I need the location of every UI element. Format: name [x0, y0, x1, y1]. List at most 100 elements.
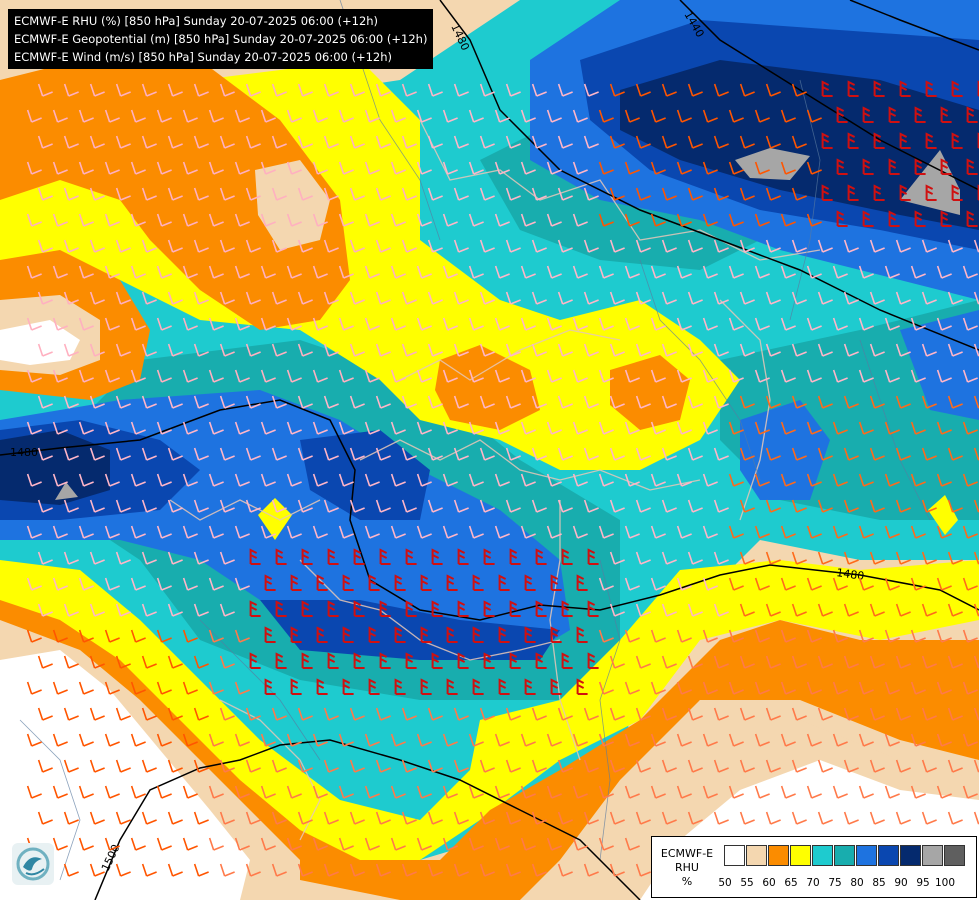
wind-barb-icon [286, 837, 302, 851]
wind-barb-icon [702, 265, 718, 279]
wind-barb-icon [156, 629, 172, 643]
wind-barb-icon [63, 83, 79, 97]
wind-barb-icon [323, 395, 339, 409]
wind-barb-icon [780, 213, 796, 227]
wind-barb-icon [687, 603, 703, 617]
wind-barb-icon [635, 707, 651, 721]
legend-swatch [746, 845, 767, 866]
wind-barb-icon [676, 369, 692, 383]
wind-barb-icon [416, 733, 432, 747]
wind-barb-icon [873, 132, 885, 149]
wind-barb-icon [115, 603, 131, 617]
wind-barb-icon [609, 239, 625, 253]
wind-barb-icon [661, 239, 677, 253]
wind-barb-icon [52, 421, 68, 435]
wind-barb-icon [966, 158, 978, 175]
wind-barb-icon [63, 447, 79, 461]
wind-barb-icon [78, 837, 94, 851]
wind-barb-icon [63, 343, 79, 357]
wind-barb-icon [624, 681, 640, 695]
wind-barb-icon [26, 733, 42, 747]
wind-barb-icon [947, 239, 963, 253]
wind-barb-icon [791, 343, 807, 357]
wind-barb-icon [702, 733, 718, 747]
wind-barb-icon [862, 158, 874, 175]
wind-barb-icon [286, 421, 302, 435]
wind-barb-icon [765, 83, 781, 97]
wind-barb-icon [635, 83, 651, 97]
wind-barb-icon [182, 629, 198, 643]
legend-swatch [724, 845, 745, 866]
wind-barb-icon [130, 265, 146, 279]
wind-barb-icon [739, 343, 755, 357]
wind-barb-icon [104, 161, 120, 175]
wind-barb-icon [219, 343, 235, 357]
wind-barb-icon [702, 317, 718, 331]
wind-barb-icon [524, 574, 536, 591]
wind-barb-icon [479, 187, 495, 201]
ecmwf-logo-icon [12, 843, 54, 885]
wind-barb-icon [505, 239, 521, 253]
wind-barb-icon [832, 369, 848, 383]
region-orange-nw [0, 60, 350, 330]
wind-barb-icon [364, 161, 380, 175]
wind-barb-icon [312, 265, 328, 279]
wind-barb-icon [349, 83, 365, 97]
wind-barb-icon [167, 811, 183, 825]
wind-barb-icon [193, 759, 209, 773]
wind-barb-icon [115, 239, 131, 253]
wind-barb-icon [765, 291, 781, 305]
wind-barb-icon [156, 369, 172, 383]
wind-barb-icon [323, 707, 339, 721]
wind-barb-icon [531, 447, 547, 461]
wind-barb-icon [765, 187, 781, 201]
wind-barb-icon [702, 681, 718, 695]
wind-barb-icon [832, 577, 848, 591]
wind-barb-icon [297, 83, 313, 97]
wind-barb-icon [598, 317, 614, 331]
wind-barb-icon [498, 574, 510, 591]
wind-barb-icon [624, 577, 640, 591]
wind-barb-icon [713, 239, 729, 253]
wind-barb-icon [37, 343, 53, 357]
wind-barb-icon [104, 785, 120, 799]
wind-barb-icon [234, 629, 250, 643]
wind-barb-icon [338, 317, 354, 331]
wind-barb-icon [249, 548, 261, 565]
wind-barb-icon [817, 239, 833, 253]
wind-barb-icon [219, 811, 235, 825]
wind-barb-icon [635, 759, 651, 773]
wind-barb-icon [884, 473, 900, 487]
wind-barb-icon [271, 447, 287, 461]
wind-barb-icon [524, 626, 536, 643]
wind-barb-icon [78, 525, 94, 539]
wind-barb-icon [234, 733, 250, 747]
wind-barb-icon [650, 161, 666, 175]
wind-barb-icon [895, 759, 911, 773]
wind-barb-icon [297, 187, 313, 201]
wind-barb-icon [245, 291, 261, 305]
wind-barb-icon [130, 837, 146, 851]
wind-barb-icon [546, 369, 562, 383]
wind-barb-icon [676, 473, 692, 487]
wind-barb-icon [583, 447, 599, 461]
wind-barb-icon [156, 473, 172, 487]
wind-barb-icon [427, 863, 443, 877]
wind-barb-icon [26, 369, 42, 383]
wind-barb-icon [312, 161, 328, 175]
wind-barb-icon [219, 83, 235, 97]
wind-barb-icon [338, 525, 354, 539]
wind-barb-icon [301, 548, 313, 565]
wind-barb-icon [609, 447, 625, 461]
wind-barb-icon [687, 707, 703, 721]
wind-barb-icon [940, 106, 952, 123]
wind-barb-icon [806, 213, 822, 227]
wind-barb-icon [78, 681, 94, 695]
wind-barb-icon [442, 109, 458, 123]
wind-barb-icon [78, 577, 94, 591]
wind-barb-icon [765, 135, 781, 149]
wind-barb-icon [951, 132, 963, 149]
wind-barb-icon [921, 811, 937, 825]
